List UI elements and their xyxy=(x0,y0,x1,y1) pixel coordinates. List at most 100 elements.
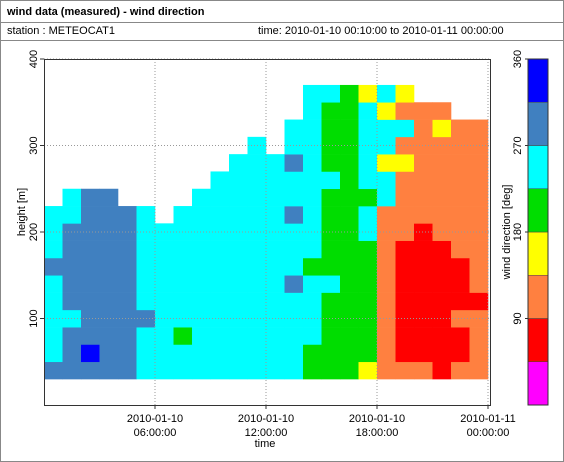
cell xyxy=(340,188,359,207)
cell xyxy=(303,119,322,138)
cell xyxy=(247,257,267,276)
cell xyxy=(229,275,248,293)
cell xyxy=(414,171,433,190)
cell xyxy=(451,206,470,224)
cell xyxy=(99,344,119,363)
title: wind data (measured) - wind direction xyxy=(6,6,205,18)
cell xyxy=(340,84,359,103)
cell xyxy=(81,188,100,207)
colorbar-band xyxy=(527,361,549,406)
cell xyxy=(62,240,82,259)
cell xyxy=(155,292,174,311)
cell xyxy=(303,257,322,276)
cell xyxy=(62,206,82,224)
cell xyxy=(414,206,433,224)
cell xyxy=(340,292,359,311)
cell xyxy=(173,275,193,293)
colorbar-band xyxy=(527,188,549,233)
cell xyxy=(469,240,489,259)
cell xyxy=(247,309,267,328)
cell xyxy=(266,327,285,345)
cell xyxy=(173,240,193,259)
cell xyxy=(118,206,137,224)
cell xyxy=(81,292,100,311)
cell xyxy=(44,327,63,345)
cell xyxy=(173,344,193,363)
cell xyxy=(469,206,489,224)
cell xyxy=(469,327,489,345)
cell xyxy=(358,223,378,241)
cell xyxy=(210,206,230,224)
cell xyxy=(81,327,100,345)
cell xyxy=(173,257,193,276)
cell xyxy=(247,327,267,345)
cell xyxy=(284,361,304,380)
cell xyxy=(155,344,174,363)
cell xyxy=(432,171,452,190)
cell xyxy=(340,327,359,345)
colorbar-band xyxy=(527,102,549,146)
y-tick-label: 300 xyxy=(28,136,40,154)
cell xyxy=(247,292,267,311)
cell xyxy=(358,257,378,276)
x-tick-label: 2010-01-11 xyxy=(460,413,515,425)
cell xyxy=(340,206,359,224)
cell xyxy=(303,344,322,363)
colorbar-band xyxy=(527,231,549,276)
cell xyxy=(247,240,267,259)
cell xyxy=(229,309,248,328)
cell xyxy=(432,206,452,224)
y-tick-label: 400 xyxy=(28,50,40,68)
cell xyxy=(340,240,359,259)
cell xyxy=(451,136,470,155)
cell xyxy=(136,309,156,328)
cell xyxy=(451,171,470,190)
cell xyxy=(432,361,452,380)
cell xyxy=(173,292,193,311)
cell xyxy=(469,188,489,207)
cell xyxy=(192,292,211,311)
cell xyxy=(266,206,285,224)
cell xyxy=(321,84,341,103)
cell xyxy=(266,240,285,259)
cell xyxy=(321,257,341,276)
cell xyxy=(414,344,433,363)
cell xyxy=(99,257,119,276)
cell xyxy=(340,309,359,328)
cell xyxy=(62,257,82,276)
cell xyxy=(210,292,230,311)
cell xyxy=(414,361,433,380)
cell xyxy=(303,223,322,241)
cell xyxy=(192,309,211,328)
cell xyxy=(136,361,156,380)
cell xyxy=(377,327,396,345)
cell xyxy=(229,361,248,380)
cell xyxy=(451,119,470,138)
cell xyxy=(321,275,341,293)
cell xyxy=(469,223,489,241)
cell xyxy=(118,223,137,241)
colorbar-tick-label: 270 xyxy=(512,136,524,154)
cell xyxy=(395,102,415,120)
station: station : METEOCAT1 xyxy=(7,25,115,37)
cell xyxy=(284,240,304,259)
cell xyxy=(173,361,193,380)
cell xyxy=(414,188,433,207)
cell xyxy=(81,223,100,241)
cell xyxy=(99,275,119,293)
cell xyxy=(358,206,378,224)
cell xyxy=(192,275,211,293)
plot-frame xyxy=(44,59,491,406)
cell xyxy=(229,223,248,241)
cell xyxy=(451,240,470,259)
cell xyxy=(229,327,248,345)
cell xyxy=(340,223,359,241)
cell xyxy=(266,188,285,207)
colorbar-tick-label: 180 xyxy=(512,223,524,241)
cell xyxy=(210,223,230,241)
cell xyxy=(266,344,285,363)
cell xyxy=(340,119,359,138)
cell xyxy=(118,327,137,345)
cell xyxy=(432,344,452,363)
cell xyxy=(210,188,230,207)
